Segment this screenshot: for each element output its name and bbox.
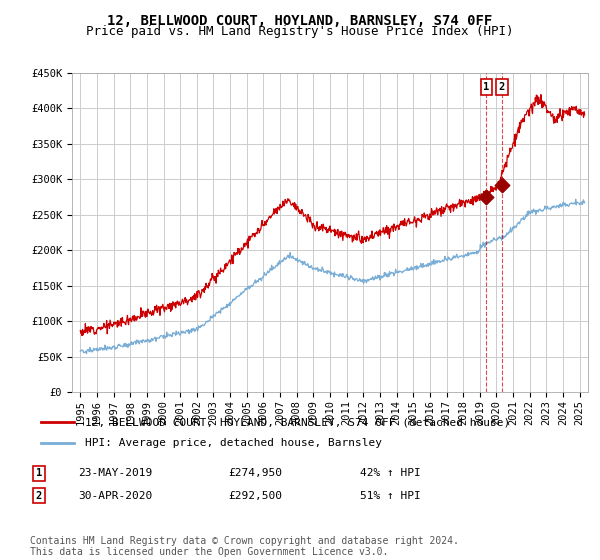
Text: 12, BELLWOOD COURT, HOYLAND, BARNSLEY, S74 0FF: 12, BELLWOOD COURT, HOYLAND, BARNSLEY, S… (107, 14, 493, 28)
Text: 51% ↑ HPI: 51% ↑ HPI (360, 491, 421, 501)
Text: 42% ↑ HPI: 42% ↑ HPI (360, 468, 421, 478)
Text: Contains HM Land Registry data © Crown copyright and database right 2024.
This d: Contains HM Land Registry data © Crown c… (30, 535, 459, 557)
Point (497, 180, 507, 189)
Text: £292,500: £292,500 (228, 491, 282, 501)
Text: £274,950: £274,950 (228, 468, 282, 478)
Text: Price paid vs. HM Land Registry's House Price Index (HPI): Price paid vs. HM Land Registry's House … (86, 25, 514, 38)
Text: 1: 1 (483, 82, 490, 92)
Text: 23-MAY-2019: 23-MAY-2019 (78, 468, 152, 478)
Point (481, 193, 491, 202)
Text: 1: 1 (36, 468, 42, 478)
Text: 2: 2 (36, 491, 42, 501)
Text: 30-APR-2020: 30-APR-2020 (78, 491, 152, 501)
Text: 12, BELLWOOD COURT, HOYLAND, BARNSLEY, S74 0FF (detached house): 12, BELLWOOD COURT, HOYLAND, BARNSLEY, S… (85, 417, 511, 427)
Text: 2: 2 (499, 82, 505, 92)
Text: HPI: Average price, detached house, Barnsley: HPI: Average price, detached house, Barn… (85, 438, 382, 448)
